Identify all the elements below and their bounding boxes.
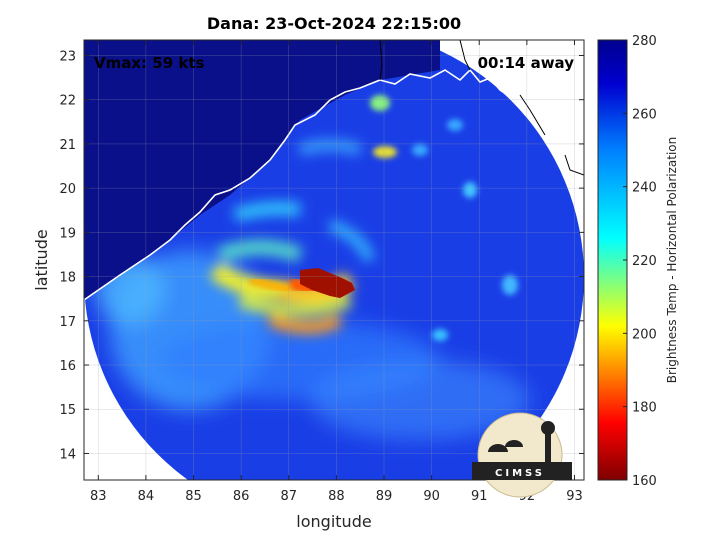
- x-tick-label: 84: [138, 489, 155, 504]
- land-mask: [84, 40, 440, 300]
- border-lines: [379, 40, 584, 176]
- y-axis-label: latitude: [32, 229, 51, 290]
- y-tick-label: 23: [59, 49, 76, 64]
- colorbar-tick-label: 260: [632, 107, 657, 122]
- x-tick-label: 85: [185, 489, 202, 504]
- x-tick-label: 89: [376, 489, 393, 504]
- colorbar-label: Brightness Temp - Horizontal Polarizatio…: [665, 137, 679, 384]
- y-tick-label: 20: [59, 182, 76, 197]
- chart-title: Dana: 23-Oct-2024 22:15:00: [207, 14, 461, 33]
- colorbar-tick-label: 180: [632, 401, 657, 416]
- cimss-logo: CIMSS: [472, 412, 572, 498]
- x-tick-label: 83: [90, 489, 107, 504]
- vmax-annotation: Vmax: 59 kts: [94, 54, 204, 72]
- x-tick-label: 86: [233, 489, 250, 504]
- x-tick-label: 88: [328, 489, 345, 504]
- y-tick-label: 19: [59, 226, 76, 241]
- colorbar-tick-label: 160: [632, 474, 657, 489]
- logo-text: CIMSS: [495, 468, 545, 479]
- colorbar-tick-label: 280: [632, 34, 657, 49]
- colorbar: 160 180 200 220 240 260 280 Brightness Temp - …: [597, 34, 679, 489]
- x-tick-label: 90: [423, 489, 440, 504]
- colorbar-ticks: 160 180 200 220 240 260 280: [623, 34, 657, 489]
- colorbar-tick-label: 220: [632, 254, 657, 269]
- grid-lines: [84, 40, 584, 480]
- colorbar-tick-label: 240: [632, 181, 657, 196]
- plot-frame: [83, 39, 585, 481]
- colorbar-tick-label: 200: [632, 327, 657, 342]
- x-tick-label: 93: [566, 489, 583, 504]
- tower-icon: [545, 428, 551, 462]
- y-axis: 14 15 16 17 18 19 20 21 22 23: [59, 49, 584, 462]
- y-tick-label: 18: [59, 271, 76, 286]
- storm-core: [300, 268, 355, 298]
- y-tick-label: 16: [59, 359, 76, 374]
- time-away-annotation: 00:14 away: [478, 54, 575, 72]
- x-axis-label: longitude: [296, 512, 371, 531]
- y-tick-label: 17: [59, 315, 76, 330]
- colorbar-gradient: [597, 39, 628, 481]
- satellite-dish-icon: [488, 440, 523, 452]
- y-tick-label: 14: [59, 447, 76, 462]
- coastline: [84, 68, 581, 301]
- cold-core-region: [300, 268, 355, 298]
- y-tick-label: 21: [59, 138, 76, 153]
- logo-band: [472, 462, 572, 480]
- y-tick-label: 22: [59, 94, 76, 109]
- x-tick-label: 87: [280, 489, 297, 504]
- y-tick-label: 15: [59, 403, 76, 418]
- x-tick-label: 91: [471, 489, 488, 504]
- swath-imagery: [84, 40, 584, 480]
- plot-area: [83, 39, 585, 481]
